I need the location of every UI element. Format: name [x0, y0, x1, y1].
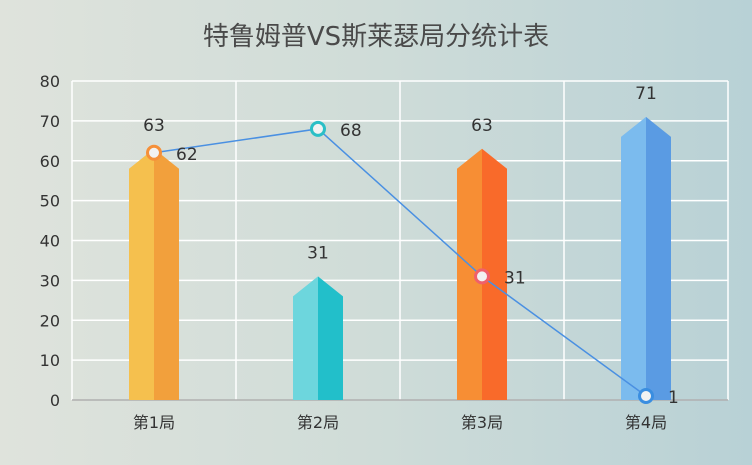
- line-data-label: 31: [504, 268, 526, 288]
- bar-right-face: [154, 148, 179, 400]
- line-point-marker: [146, 144, 162, 161]
- line-series: [153, 128, 647, 397]
- y-tick-label: 60: [40, 152, 60, 171]
- x-tick-label: 第4局: [625, 413, 667, 432]
- line-data-label: 1: [668, 388, 679, 408]
- bar-data-label: 31: [307, 243, 329, 263]
- bar-data-label: 71: [635, 84, 657, 104]
- line-point-marker: [310, 120, 326, 137]
- bar-data-label: 63: [471, 116, 493, 136]
- line-point-marker: [474, 268, 490, 285]
- bar-left-face: [293, 276, 318, 400]
- y-tick-label: 20: [40, 311, 60, 330]
- bar-data-label: 63: [143, 116, 165, 136]
- y-tick-label: 30: [40, 271, 60, 290]
- y-tick-label: 10: [40, 351, 60, 370]
- line-data-label: 62: [176, 145, 198, 165]
- y-tick-label: 0: [50, 391, 60, 410]
- line-point-marker: [638, 388, 654, 405]
- y-tick-label: 70: [40, 112, 60, 131]
- y-tick-label: 80: [40, 72, 60, 91]
- bar-left-face: [129, 148, 154, 400]
- bar-right-face: [482, 148, 507, 400]
- x-tick-label: 第2局: [297, 413, 339, 432]
- bar-left-face: [457, 148, 482, 400]
- line-data-label: 68: [340, 121, 362, 141]
- x-tick-label: 第3局: [461, 413, 503, 432]
- bar-left-face: [621, 116, 646, 400]
- bar-right-face: [318, 276, 343, 400]
- y-tick-label: 50: [40, 192, 60, 211]
- y-tick-label: 40: [40, 232, 60, 251]
- chart-title: 特鲁姆普VS斯莱瑟局分统计表: [202, 22, 550, 52]
- bar-right-face: [646, 116, 671, 400]
- x-tick-label: 第1局: [133, 413, 175, 432]
